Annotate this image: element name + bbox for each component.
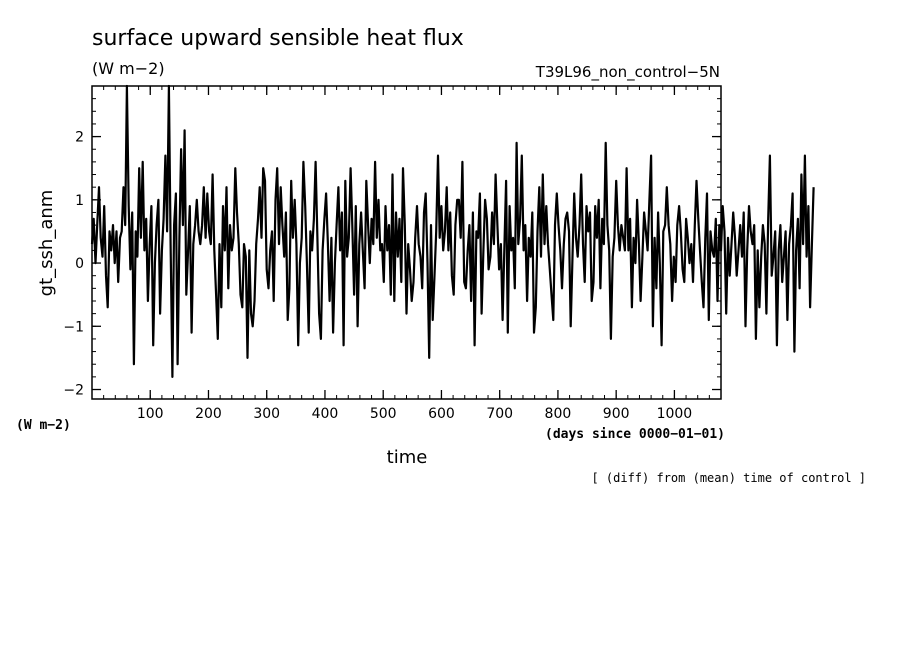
title-units: (W m−2): [92, 59, 165, 78]
x-tick-label: 500: [370, 406, 397, 422]
x-tick-label: 800: [545, 406, 572, 422]
x-tick-label: 700: [486, 406, 513, 422]
series-line: [90, 84, 815, 378]
x-tick-label: 900: [603, 406, 630, 422]
y-axis-label: gt_ssh_anm: [36, 190, 57, 297]
plot-area: 100 200 300 400 500 600 700 800 900 1000 −2 −1 0 1 2: [63, 84, 815, 422]
x-tick-label: 600: [428, 406, 455, 422]
y-tick-labels: −2 −1 0 1 2: [63, 130, 84, 399]
comparison-note: [ (diff) from (mean) time of control ]: [591, 471, 866, 485]
left-units-label: (W m−2): [16, 418, 71, 433]
x-tick-label: 1000: [657, 406, 693, 422]
x-tick-label: 400: [312, 406, 339, 422]
x-tick-label: 200: [195, 406, 222, 422]
y-tick-label: 2: [75, 130, 84, 146]
y-tick-label: 1: [75, 193, 84, 209]
y-tick-label: −2: [63, 383, 84, 399]
x-axis-label: time: [387, 447, 428, 468]
y-tick-label: −1: [63, 319, 84, 335]
x-tick-label: 300: [253, 406, 280, 422]
chart-title: surface upward sensible heat flux: [92, 26, 464, 51]
x-tick-label: 100: [137, 406, 164, 422]
x-axis-units-label: (days since 0000−01−01): [545, 427, 725, 442]
run-label: T39L96_non_control−5N: [535, 63, 720, 82]
x-tick-labels: 100 200 300 400 500 600 700 800 900 1000: [137, 406, 692, 422]
y-tick-label: 0: [75, 256, 84, 272]
